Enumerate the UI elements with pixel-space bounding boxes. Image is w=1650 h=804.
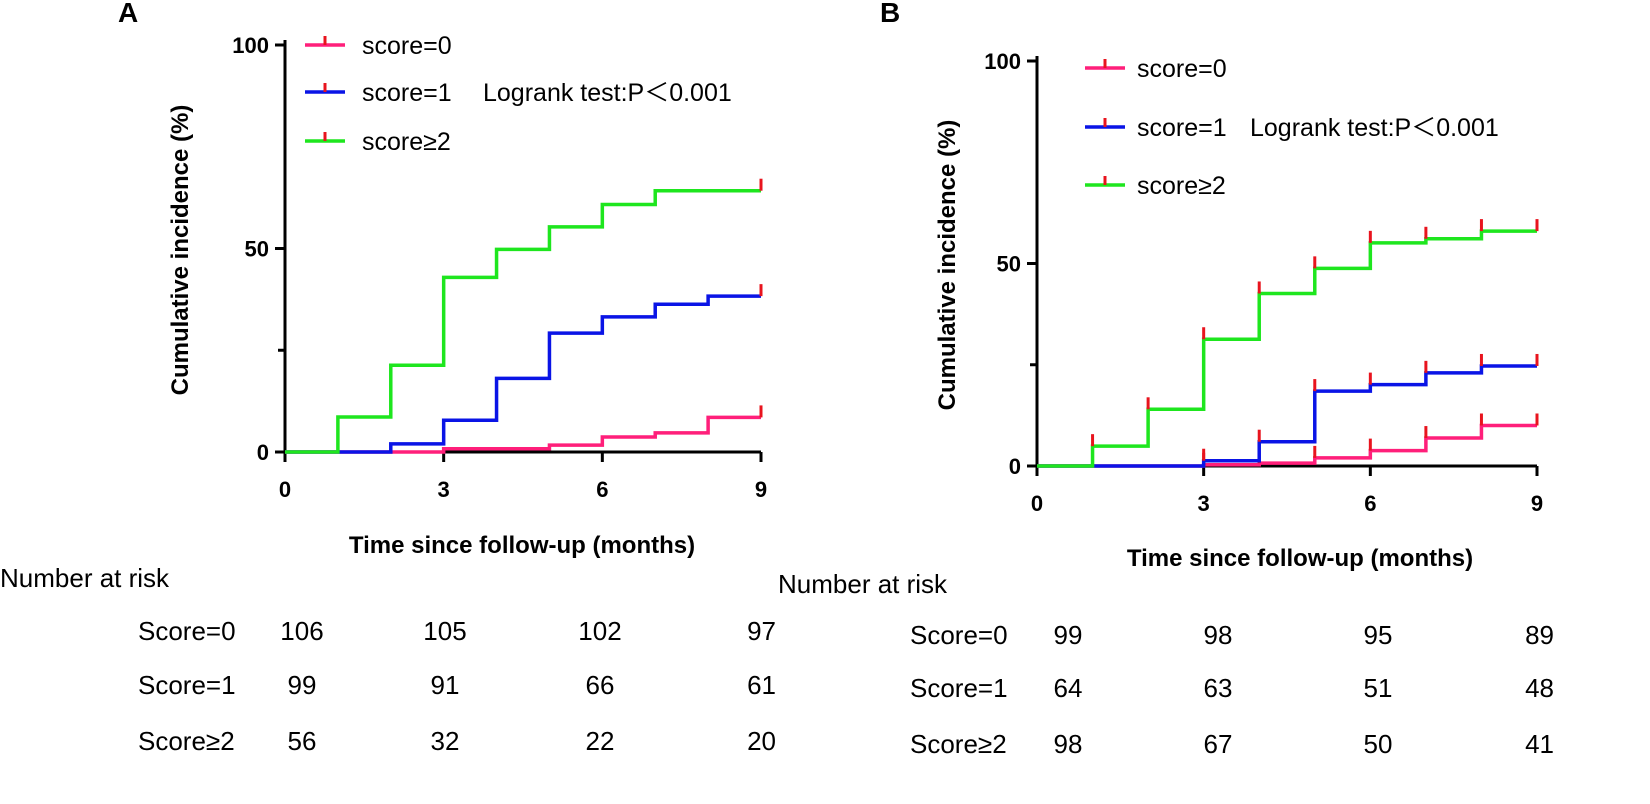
series-line-score1: [1037, 364, 1537, 468]
legend-label: score=1: [362, 79, 452, 107]
series-line-score0: [1037, 423, 1537, 468]
panel-A: A 0 50 100 0 3 6 9 Time since follow-up (months)…: [0, 0, 776, 756]
panel-B: B 0 50 100 0 3 6 9 Time since follow-up (months)…: [778, 0, 1554, 759]
series-line-score0: [285, 415, 761, 454]
x-tick-label: 3: [1198, 491, 1210, 516]
risk-value: 98: [1204, 620, 1233, 650]
legend-label: score=0: [362, 32, 452, 60]
risk-row-label: Score=1: [910, 673, 1008, 703]
legend-label: score≥2: [362, 128, 451, 156]
risk-value: 66: [586, 670, 615, 700]
y-tick-label: 0: [257, 440, 269, 465]
x-tick-label: 0: [1031, 491, 1043, 516]
x-tick-label: 9: [755, 477, 767, 502]
risk-value: 22: [586, 726, 615, 756]
legend-label: score=1: [1137, 114, 1227, 142]
risk-row-label: Score=0: [138, 616, 236, 646]
x-tick-label: 0: [279, 477, 291, 502]
risk-row-label: Score=1: [138, 670, 236, 700]
risk-value: 95: [1364, 620, 1393, 650]
risk-row-label: Score≥2: [138, 726, 235, 756]
panel-label: A: [118, 0, 138, 28]
x-axis-label: Time since follow-up (months): [349, 532, 695, 559]
y-tick-label: 100: [984, 49, 1021, 74]
panel-label: B: [880, 0, 900, 28]
risk-value: 106: [280, 616, 323, 646]
risk-value: 89: [1525, 620, 1554, 650]
x-tick-label: 6: [1364, 491, 1376, 516]
risk-value: 63: [1204, 673, 1233, 703]
risk-value: 105: [423, 616, 466, 646]
risk-value: 99: [288, 670, 317, 700]
risk-value: 51: [1364, 673, 1393, 703]
logrank-annotation: Logrank test:P＜0.001: [1250, 114, 1499, 142]
y-tick-label: 0: [1009, 454, 1021, 479]
risk-value: 102: [578, 616, 621, 646]
risk-row-label: Score≥2: [910, 729, 1007, 759]
risk-value: 64: [1054, 673, 1083, 703]
y-tick-label: 50: [245, 237, 269, 262]
risk-table-title: Number at risk: [778, 569, 948, 599]
risk-value: 97: [747, 616, 776, 646]
series-line-score1: [285, 294, 761, 454]
risk-value: 41: [1525, 729, 1554, 759]
risk-value: 98: [1054, 729, 1083, 759]
risk-value: 20: [747, 726, 776, 756]
legend-label: score≥2: [1137, 172, 1226, 200]
x-tick-label: 9: [1531, 491, 1543, 516]
x-axis-label: Time since follow-up (months): [1127, 545, 1473, 572]
risk-value: 56: [288, 726, 317, 756]
y-axis-label: Cumulative incidence (%): [167, 105, 194, 396]
series-line-score2: [285, 188, 761, 454]
legend-label: score=0: [1137, 55, 1227, 83]
y-tick-label: 50: [997, 252, 1021, 277]
risk-value: 50: [1364, 729, 1393, 759]
risk-value: 32: [431, 726, 460, 756]
risk-value: 67: [1204, 729, 1233, 759]
x-tick-label: 3: [438, 477, 450, 502]
risk-value: 99: [1054, 620, 1083, 650]
series-line-score2: [1037, 229, 1537, 468]
y-tick-label: 100: [232, 33, 269, 58]
risk-table-title: Number at risk: [0, 563, 170, 593]
y-axis-label: Cumulative incidence (%): [934, 120, 961, 411]
risk-value: 48: [1525, 673, 1554, 703]
risk-value: 91: [431, 670, 460, 700]
logrank-annotation: Logrank test:P＜0.001: [483, 79, 732, 107]
risk-row-label: Score=0: [910, 620, 1008, 650]
x-tick-label: 6: [596, 477, 608, 502]
risk-value: 61: [747, 670, 776, 700]
